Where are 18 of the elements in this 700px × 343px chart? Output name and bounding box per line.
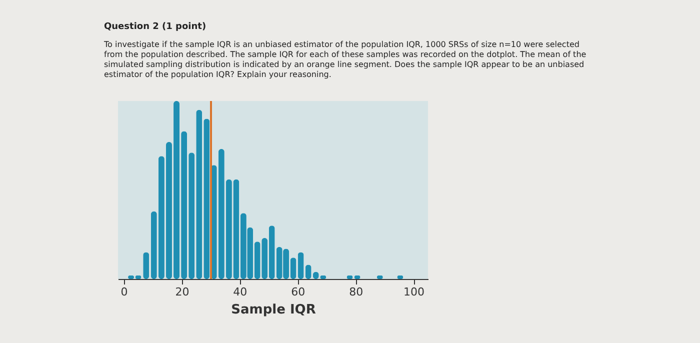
bar (158, 156, 164, 279)
x-tick-label: 20 (175, 286, 190, 298)
x-tick-label: 40 (233, 286, 248, 298)
bar (166, 142, 172, 279)
x-tick-label: 60 (291, 286, 306, 298)
bar (196, 110, 202, 279)
chart-subtitle: To investigate if the sample IQR is an unbiased estimator of the population IQR, 1000 SRSs of size n=10 were selected from the population described. The sample IQR for each of these samples was recorded on the dotplot. The mean of the simulated sampling distribution is indicated by an orange line segment. Does the sample IQR appear to be an unbiased estimator of the population IQR? Explain your reasoning. (104, 40, 588, 80)
x-tick-label: 100 (404, 286, 425, 298)
bar (204, 118, 210, 279)
bar (218, 149, 224, 279)
bar (226, 179, 232, 279)
chart-title: Question 2 (1 point) (104, 22, 208, 32)
x-tick-label: 80 (349, 286, 364, 298)
bar (181, 131, 188, 279)
x-tick-label: 0 (120, 286, 128, 298)
bar (188, 152, 195, 279)
x-axis-title: Sample IQR (231, 302, 316, 318)
bar (174, 101, 180, 279)
